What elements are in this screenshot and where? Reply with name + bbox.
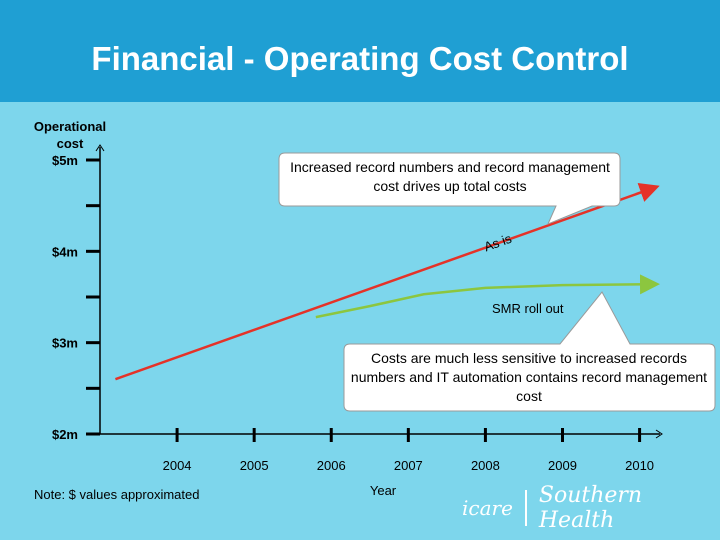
callout-as-is-bubble [278, 152, 621, 225]
callout-smr-body: Costs are much less sensitive to increas… [350, 350, 708, 404]
x-tick-label: 2008 [471, 458, 500, 473]
y-tick-label: $4m [52, 244, 78, 259]
y-tick-label: $2m [52, 427, 78, 442]
chart-series [114, 183, 660, 381]
logo: icare Southern Health [462, 483, 720, 533]
footnote: Note: $ values approximated [34, 487, 200, 502]
x-axis-arrow [655, 429, 663, 439]
callout-smr: Costs are much less sensitive to increas… [343, 291, 716, 412]
callout-as-is-text: Increased record numbers and record mana… [290, 159, 610, 194]
icare-logo: icare [462, 496, 513, 520]
y-tick-label: $3m [52, 336, 78, 351]
x-tick-label: 2006 [317, 458, 346, 473]
callout-as-is: Increased record numbers and record mana… [278, 152, 621, 225]
logo-divider [524, 490, 527, 526]
x-axis-title: Year [370, 483, 397, 498]
x-tick-label: 2004 [163, 458, 192, 473]
series-line-as-is [114, 183, 660, 381]
y-tick-label: $5m [52, 153, 78, 168]
southern-health-logo: Southern Health [538, 483, 643, 533]
x-tick-label: 2009 [548, 458, 577, 473]
x-tick-label: 2007 [394, 458, 423, 473]
x-tick-label: 2005 [240, 458, 269, 473]
y-axis-title: Operational cost [33, 119, 107, 151]
series-label-smr: SMR roll out [492, 301, 564, 316]
series-line-smr [315, 274, 660, 319]
chart-axes: $5m $4m $3m $2m 2004 2005 2006 2007 2008 2009 2010 [52, 144, 663, 473]
slide-title: Financial - Operating Cost Control [91, 40, 629, 77]
x-tick-label: 2010 [625, 458, 654, 473]
callout-smr-bubble [343, 291, 716, 412]
callout-as-is-body: Increased record numbers and record mana… [290, 159, 610, 194]
title-bar [0, 0, 720, 102]
y-axis-arrow [95, 144, 105, 152]
callout-smr-text: Costs are much less sensitive to increas… [350, 350, 708, 404]
series-label-as-is: As is [482, 231, 514, 255]
